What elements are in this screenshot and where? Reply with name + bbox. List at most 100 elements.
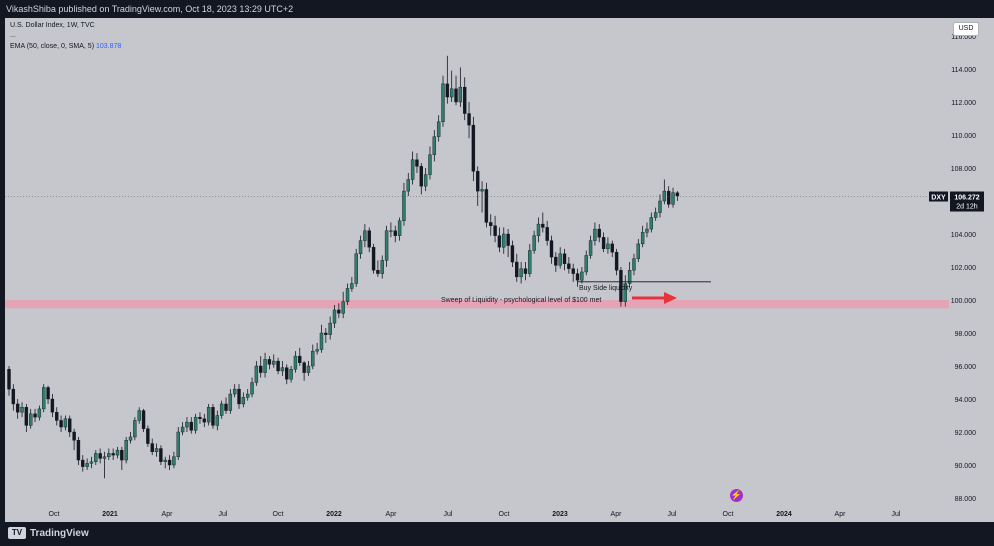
sweep-liquidity-label: Sweep of Liquidity - psychological level… bbox=[441, 297, 601, 304]
ema-label: EMA (50, close, 0, SMA, 5) bbox=[10, 43, 95, 50]
price-axis[interactable] bbox=[949, 18, 994, 504]
candle-body bbox=[632, 258, 636, 271]
candle-body bbox=[50, 398, 55, 413]
x-tick-label: Jul bbox=[668, 511, 677, 518]
candle-body bbox=[332, 309, 337, 324]
candle-body bbox=[150, 443, 154, 452]
candle-body bbox=[562, 253, 567, 264]
candle-body bbox=[384, 230, 389, 261]
candle-body bbox=[463, 86, 467, 114]
candle-body bbox=[406, 179, 410, 192]
candle-body bbox=[662, 190, 667, 202]
candle-body bbox=[120, 449, 124, 461]
x-tick-label: Jul bbox=[444, 511, 453, 518]
candle-body bbox=[484, 189, 489, 223]
candle-body bbox=[189, 421, 193, 431]
candle-body bbox=[471, 124, 476, 172]
candle-body bbox=[428, 154, 432, 175]
candle-body bbox=[623, 283, 627, 302]
candle-body bbox=[614, 251, 619, 271]
candle-body bbox=[376, 270, 380, 274]
candle-body bbox=[502, 233, 506, 248]
x-tick-label: Jul bbox=[219, 511, 228, 518]
plot-area[interactable] bbox=[5, 18, 949, 504]
candle-body bbox=[476, 171, 480, 192]
candle-body bbox=[24, 407, 29, 426]
liquidity-zone bbox=[5, 300, 949, 309]
candle-body bbox=[272, 360, 276, 365]
candle-body bbox=[675, 192, 680, 197]
x-tick-label: 2021 bbox=[102, 511, 118, 518]
candle-body bbox=[458, 86, 463, 103]
candle-body bbox=[172, 456, 176, 466]
candle-body bbox=[20, 407, 24, 413]
candle-body bbox=[541, 223, 545, 228]
legend-more-dots[interactable]: ... bbox=[10, 32, 16, 39]
candle-body bbox=[584, 255, 588, 273]
candle-body bbox=[11, 388, 16, 405]
x-tick-label: Apr bbox=[386, 511, 398, 518]
candle-body bbox=[206, 407, 211, 423]
candle-body bbox=[493, 225, 497, 236]
lightning-event-icon[interactable]: ⚡ bbox=[730, 489, 743, 502]
candle-body bbox=[111, 453, 115, 456]
candle-body bbox=[250, 382, 254, 395]
x-tick-label: Apr bbox=[835, 511, 847, 518]
candle-body bbox=[219, 403, 224, 416]
symbol-legend[interactable]: U.S. Dollar Index, 1W, TVC bbox=[10, 22, 95, 29]
time-axis[interactable] bbox=[5, 504, 994, 522]
ema-legend[interactable]: EMA (50, close, 0, SMA, 5) 103.878 bbox=[10, 43, 121, 50]
left-edge bbox=[0, 18, 5, 522]
candle-body bbox=[63, 418, 68, 428]
candle-body bbox=[536, 223, 541, 236]
candle-body bbox=[593, 228, 597, 241]
candle-body bbox=[389, 230, 393, 232]
tradingview-brand: TradingView bbox=[30, 527, 89, 539]
candle-body bbox=[423, 174, 428, 187]
candle-body bbox=[627, 270, 632, 284]
candle-body bbox=[371, 246, 376, 271]
candle-body bbox=[554, 256, 558, 266]
ticker-price-box bbox=[950, 191, 984, 212]
candle-body bbox=[480, 189, 484, 192]
y-tick-label: 94.000 bbox=[955, 397, 977, 404]
candle-body bbox=[666, 190, 671, 205]
candle-body bbox=[137, 410, 141, 421]
candle-body bbox=[263, 359, 267, 373]
candle-body bbox=[42, 387, 46, 410]
candle-body bbox=[606, 243, 610, 250]
candle-body bbox=[380, 260, 384, 274]
candle-body bbox=[237, 388, 241, 405]
ticker-price: 106.272 bbox=[954, 195, 979, 202]
candle-body bbox=[515, 261, 519, 278]
candle-body bbox=[167, 459, 172, 466]
y-tick-label: 100.000 bbox=[951, 298, 976, 305]
candle-body bbox=[311, 350, 315, 367]
candle-body bbox=[328, 322, 332, 335]
candle-body bbox=[528, 250, 532, 274]
candle-body bbox=[154, 448, 159, 452]
candle-body bbox=[228, 393, 233, 411]
candle-body bbox=[519, 268, 523, 278]
candle-body bbox=[232, 388, 237, 395]
candle-body bbox=[98, 453, 102, 459]
y-tick-label: 104.000 bbox=[951, 232, 976, 239]
candle-body bbox=[597, 228, 601, 238]
ema-value: 103.878 bbox=[95, 43, 122, 50]
candle-body bbox=[55, 412, 59, 421]
candle-body bbox=[580, 271, 584, 281]
candle-body bbox=[567, 263, 571, 269]
candle-body bbox=[545, 227, 549, 241]
candle-body bbox=[397, 220, 402, 236]
candle-body bbox=[419, 166, 423, 187]
candle-body bbox=[259, 365, 263, 373]
candle-body bbox=[102, 456, 107, 459]
candle-body bbox=[76, 440, 81, 461]
currency-button[interactable]: USD bbox=[953, 22, 979, 36]
candle-body bbox=[497, 235, 502, 248]
published-bar: VikashShiba published on TradingView.com… bbox=[0, 0, 994, 18]
tradingview-logo[interactable]: TV TradingView bbox=[8, 527, 89, 539]
candle-body bbox=[33, 413, 37, 418]
x-tick-label: 2022 bbox=[326, 511, 342, 518]
